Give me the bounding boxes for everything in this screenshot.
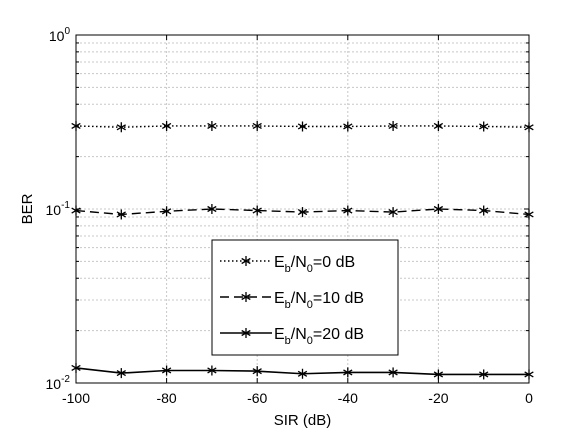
legend-entry: Eb/N0=20 dB [220, 326, 364, 347]
x-axis-label: SIR (dB) [274, 412, 332, 429]
y-tick-labels: 10-2 10-1 100 [46, 26, 71, 392]
series-point [207, 120, 217, 131]
series-point [479, 369, 489, 380]
series-point [161, 365, 172, 376]
legend-marker [241, 292, 251, 302]
series-point [161, 206, 172, 217]
series-point [388, 120, 398, 131]
legend-entry: Eb/N0=0 dB [220, 254, 355, 275]
x-tick-label: 0 [525, 390, 533, 406]
series-layer [71, 120, 534, 380]
series-point [479, 205, 489, 216]
series-point [207, 204, 217, 214]
legend-label: Eb/N0=10 dB [274, 290, 364, 311]
series-3 [71, 362, 534, 380]
series-point [343, 121, 353, 132]
x-tick-label: -60 [247, 390, 267, 406]
x-tick-label: -40 [338, 390, 358, 406]
series-point [252, 120, 262, 131]
legend: Eb/N0=0 dB Eb/N0=10 dB Eb/N0=20 dB [211, 239, 399, 356]
series-point [297, 368, 308, 379]
legend-marker [241, 328, 251, 338]
series-point [207, 365, 217, 376]
y-tick-label: 10-2 [46, 374, 71, 392]
legend-marker [241, 256, 251, 266]
series-point [161, 120, 172, 131]
series-point [116, 368, 126, 379]
x-tick-label: -20 [428, 390, 448, 406]
series-point [388, 367, 398, 378]
series-point [479, 121, 489, 132]
series-point [343, 367, 353, 378]
series-point [116, 209, 126, 220]
series-point [252, 366, 262, 377]
series-point [297, 207, 308, 218]
axis-ticks [75, 34, 530, 384]
series-point [343, 205, 353, 216]
legend-entry: Eb/N0=10 dB [220, 290, 364, 311]
series-point [297, 121, 308, 132]
series-point [252, 205, 262, 216]
series-point [388, 207, 398, 218]
series-point [116, 122, 126, 133]
x-tick-label: -80 [156, 390, 176, 406]
y-tick-label: 100 [49, 26, 71, 44]
y-axis-label: BER [19, 193, 36, 224]
x-tick-labels: -100 -80 -60 -40 -20 0 [62, 390, 533, 406]
y-tick-label: 10-1 [46, 200, 71, 218]
series-point [433, 369, 444, 380]
legend-label: Eb/N0=20 dB [274, 326, 364, 347]
series-point [433, 120, 444, 131]
series-point [433, 204, 444, 214]
legend-label: Eb/N0=0 dB [274, 254, 355, 275]
x-tick-label: -100 [62, 390, 90, 406]
